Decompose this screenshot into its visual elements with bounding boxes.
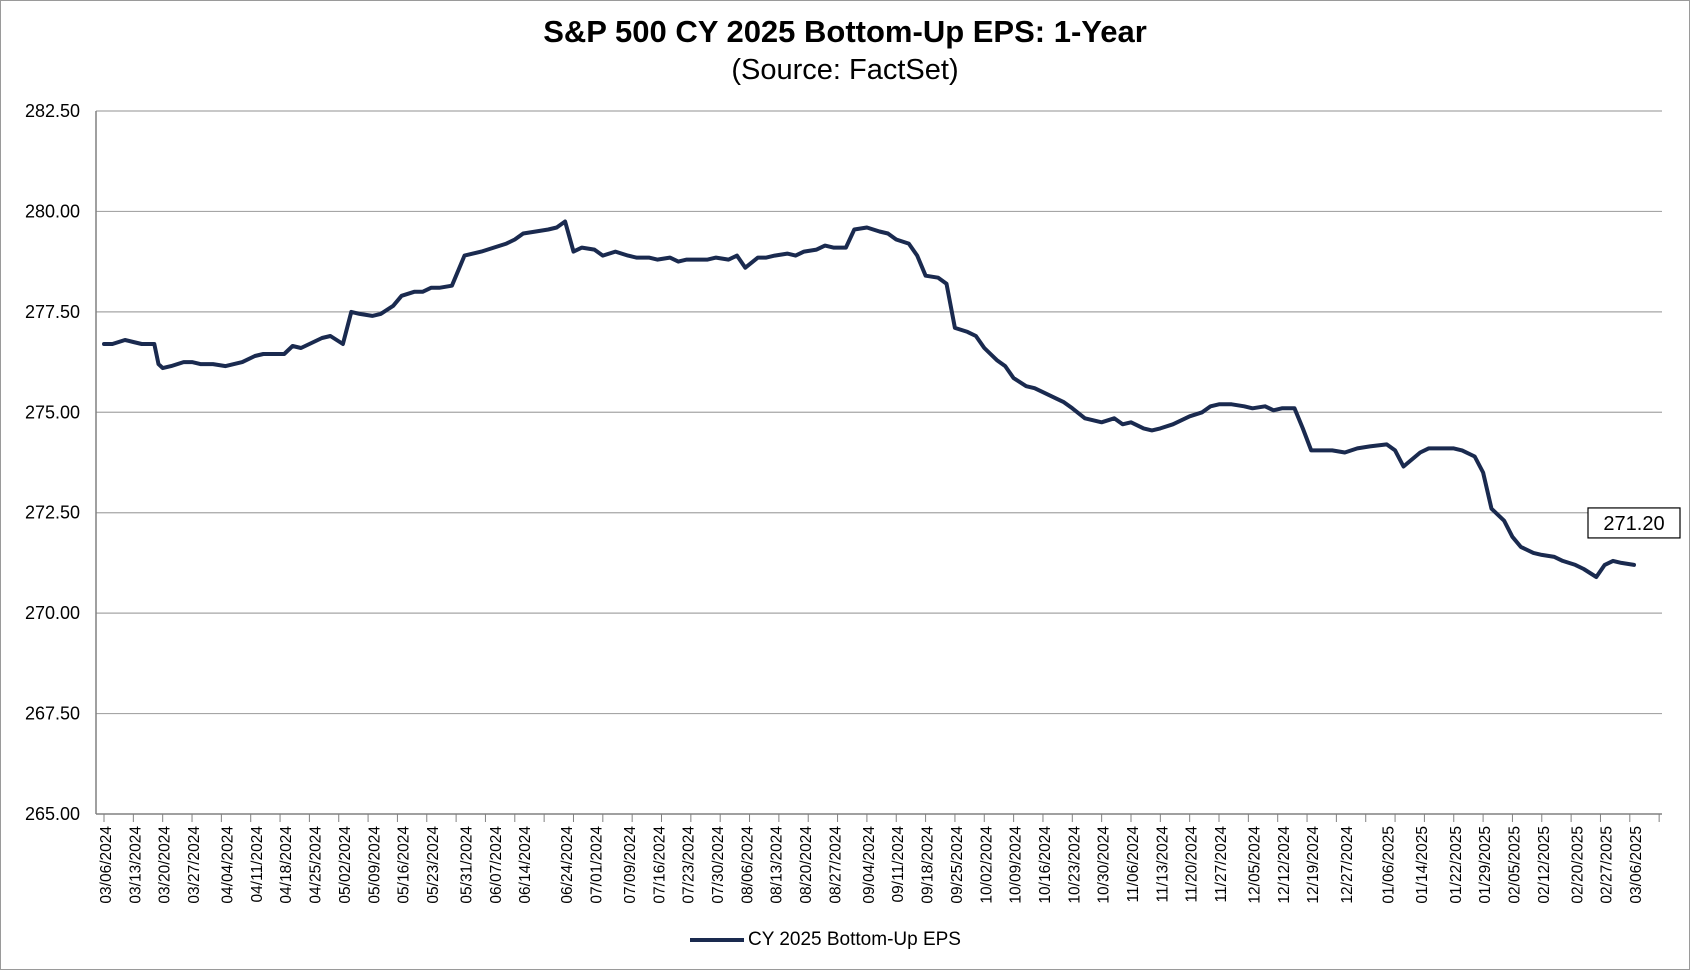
x-tick-label: 08/06/2024 (739, 826, 756, 904)
chart-title: S&P 500 CY 2025 Bottom-Up EPS: 1-Year (543, 14, 1147, 49)
y-tick-label: 282.50 (25, 101, 80, 121)
end-value-label: 271.20 (1603, 513, 1664, 535)
x-tick-label: 04/11/2024 (249, 826, 266, 903)
x-tick-label: 07/23/2024 (681, 826, 698, 904)
y-tick-label: 265.00 (25, 804, 80, 824)
x-tick-label: 06/14/2024 (517, 826, 534, 904)
x-tick-label: 03/20/2024 (157, 826, 174, 904)
x-tick-label: 08/27/2024 (827, 826, 844, 904)
x-tick-label: 10/30/2024 (1096, 826, 1113, 904)
x-tick-label: 01/14/2025 (1414, 826, 1431, 904)
x-tick-label: 09/04/2024 (861, 826, 878, 904)
x-tick-label: 05/02/2024 (337, 826, 354, 904)
y-tick-label: 280.00 (25, 201, 80, 221)
y-tick-label: 275.00 (25, 402, 80, 422)
legend-label: CY 2025 Bottom-Up EPS (748, 929, 961, 950)
x-tick-label: 10/16/2024 (1037, 826, 1054, 904)
x-tick-label: 10/02/2024 (978, 826, 995, 904)
x-tick-label: 02/27/2025 (1599, 826, 1616, 904)
x-tick-label: 01/29/2025 (1477, 826, 1494, 904)
x-tick-label: 09/11/2024 (890, 826, 907, 903)
x-tick-label: 04/18/2024 (278, 826, 295, 904)
x-tick-label: 02/20/2025 (1569, 826, 1586, 904)
x-tick-label: 06/07/2024 (488, 826, 505, 904)
x-tick-label: 10/23/2024 (1066, 826, 1083, 904)
x-tick-label: 07/09/2024 (622, 826, 639, 904)
x-tick-label: 11/06/2024 (1125, 826, 1142, 903)
x-tick-label: 11/20/2024 (1184, 826, 1201, 903)
x-tick-label: 12/05/2024 (1247, 826, 1264, 904)
x-tick-label: 09/25/2024 (949, 826, 966, 904)
x-tick-label: 09/18/2024 (920, 826, 937, 904)
x-tick-label: 07/01/2024 (588, 826, 605, 904)
x-tick-label: 05/09/2024 (366, 826, 383, 904)
x-tick-label: 11/13/2024 (1154, 826, 1171, 903)
x-tick-label: 07/16/2024 (651, 826, 668, 904)
x-tick-label: 12/19/2024 (1305, 826, 1322, 904)
x-tick-label: 08/20/2024 (798, 826, 815, 904)
x-tick-label: 03/06/2025 (1628, 826, 1645, 904)
y-tick-label: 267.50 (25, 704, 80, 724)
x-tick-label: 01/06/2025 (1381, 826, 1398, 904)
x-tick-label: 11/27/2024 (1213, 826, 1230, 903)
x-tick-label: 01/22/2025 (1448, 826, 1465, 904)
x-tick-label: 10/09/2024 (1008, 826, 1025, 904)
x-tick-label: 05/23/2024 (425, 826, 442, 904)
series-line (102, 219, 1636, 579)
x-tick-label: 07/30/2024 (710, 826, 727, 904)
x-tick-label: 05/31/2024 (458, 826, 475, 904)
y-tick-label: 272.50 (25, 503, 80, 523)
chart-subtitle: (Source: FactSet) (731, 54, 959, 86)
y-tick-label: 270.00 (25, 603, 80, 623)
legend-swatch (690, 938, 744, 942)
x-tick-label: 03/13/2024 (127, 826, 144, 904)
end-value-box (1587, 507, 1681, 539)
x-tick-label: 12/27/2024 (1339, 826, 1356, 904)
x-tick-label: 12/12/2024 (1276, 826, 1293, 904)
y-tick-label: 277.50 (25, 302, 80, 322)
x-tick-label: 08/13/2024 (769, 826, 786, 904)
x-tick-label: 02/05/2025 (1506, 826, 1523, 904)
x-tick-label: 03/06/2024 (98, 826, 115, 904)
x-tick-label: 06/24/2024 (559, 826, 576, 904)
x-tick-label: 03/27/2024 (186, 826, 203, 904)
x-tick-label: 04/25/2024 (308, 826, 325, 904)
x-tick-label: 02/12/2025 (1536, 826, 1553, 904)
legend: CY 2025 Bottom-Up EPS (690, 928, 961, 952)
x-tick-label: 04/04/2024 (220, 826, 237, 904)
x-tick-label: 05/16/2024 (396, 826, 413, 904)
